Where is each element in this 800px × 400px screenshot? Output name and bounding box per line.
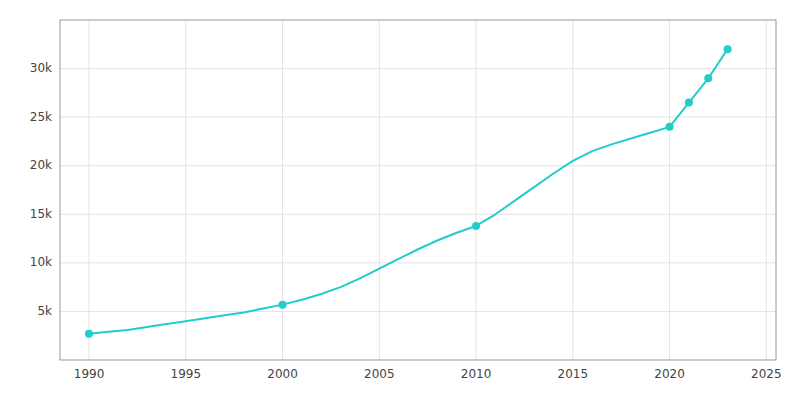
x-tick-label: 1995 <box>171 367 202 381</box>
data-line <box>89 49 728 334</box>
data-point <box>704 74 712 82</box>
x-tick-label: 1990 <box>74 367 105 381</box>
data-point <box>85 330 93 338</box>
chart-container: 5k 10k 15k 20k 25k 30k 1990 1995 2000 2005 2010 201… <box>0 0 800 400</box>
data-point <box>279 301 287 309</box>
grid <box>60 20 776 360</box>
plot-area <box>85 45 732 338</box>
x-tick-label: 2015 <box>558 367 589 381</box>
grid-line <box>282 20 283 360</box>
data-point <box>472 222 480 230</box>
grid-line <box>379 20 380 360</box>
grid-line <box>476 20 477 360</box>
grid-line <box>766 20 767 360</box>
y-tick-label: 20k <box>30 158 52 172</box>
data-point <box>666 123 674 131</box>
data-point <box>724 45 732 53</box>
grid-line <box>60 117 776 118</box>
y-tick-label: 25k <box>30 110 52 124</box>
grid-line <box>60 68 776 69</box>
grid-line <box>60 165 776 166</box>
grid-line <box>572 20 573 360</box>
data-point <box>685 99 693 107</box>
x-tick-label: 2005 <box>364 367 395 381</box>
grid-line <box>669 20 670 360</box>
axes: 5k 10k 15k 20k 25k 30k 1990 1995 2000 2005 2010 201… <box>30 20 782 381</box>
chart: 5k 10k 15k 20k 25k 30k 1990 1995 2000 2005 2010 201… <box>0 0 800 400</box>
grid-line <box>60 214 776 215</box>
plot-frame <box>60 20 776 360</box>
x-tick-label: 2010 <box>461 367 492 381</box>
grid-line <box>60 262 776 263</box>
y-tick-label: 15k <box>30 207 52 221</box>
x-tick-label: 2000 <box>267 367 298 381</box>
y-tick-label: 5k <box>37 304 52 318</box>
grid-line <box>60 311 776 312</box>
y-tick-label: 30k <box>30 61 52 75</box>
x-tick-label: 2020 <box>654 367 685 381</box>
grid-line <box>89 20 90 360</box>
y-tick-label: 10k <box>30 255 52 269</box>
grid-line <box>185 20 186 360</box>
x-tick-label: 2025 <box>751 367 782 381</box>
